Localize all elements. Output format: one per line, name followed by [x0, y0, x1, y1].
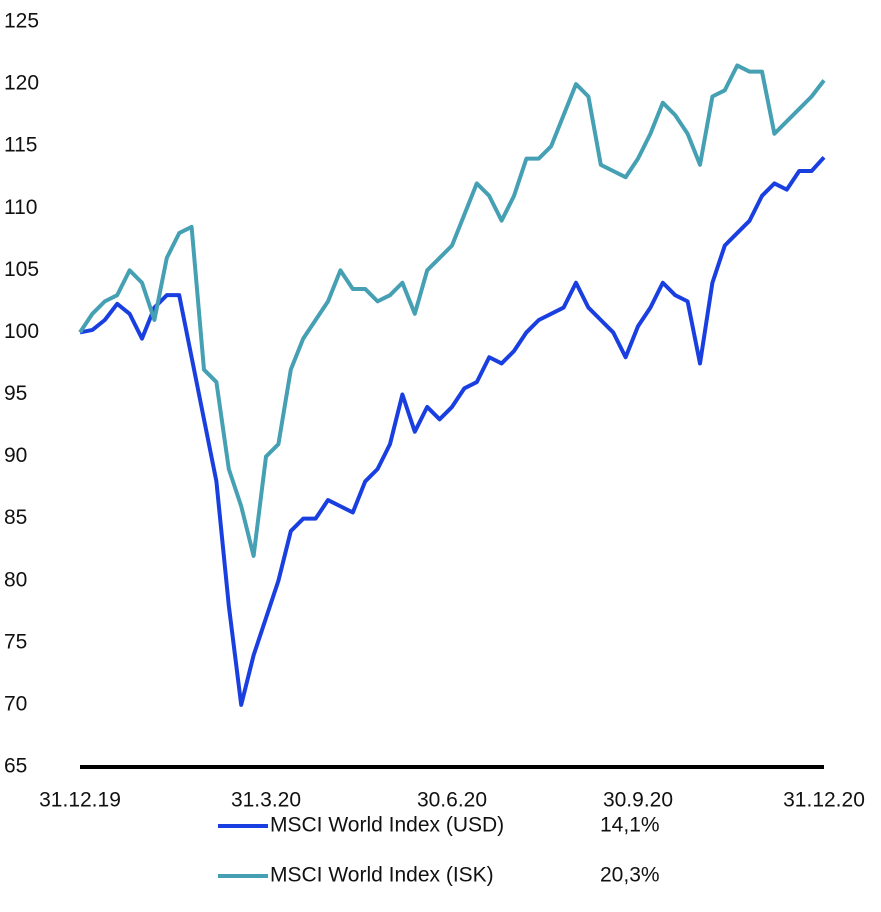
legend-return: 20,3%: [600, 864, 660, 887]
y-tick-label: 90: [4, 444, 27, 467]
y-tick-label: 80: [4, 568, 27, 591]
x-tick-label: 30.6.20: [417, 789, 487, 812]
legend-return: 14,1%: [600, 814, 660, 837]
legend-label: MSCI World Index (ISK): [270, 864, 494, 887]
y-tick-label: 100: [4, 320, 39, 343]
x-tick-label: 31.12.20: [783, 789, 865, 812]
y-tick-label: 70: [4, 692, 27, 715]
y-tick-label: 110: [4, 196, 37, 219]
x-tick-label: 31.12.19: [39, 789, 121, 812]
y-tick-label: 125: [4, 10, 39, 33]
y-tick-label: 85: [4, 506, 27, 529]
series-line: [79, 155, 826, 707]
x-tick-label: 31.3.20: [231, 789, 301, 812]
y-tick-label: 65: [4, 755, 27, 778]
series-line: [78, 63, 826, 558]
legend-label: MSCI World Index (USD): [270, 814, 504, 837]
y-tick-label: 105: [4, 258, 39, 281]
x-tick-label: 30.9.20: [603, 789, 673, 812]
y-tick-label: 75: [4, 630, 27, 653]
y-tick-label: 95: [4, 382, 27, 405]
y-tick-label: 115: [4, 134, 37, 157]
y-tick-label: 120: [4, 72, 39, 95]
